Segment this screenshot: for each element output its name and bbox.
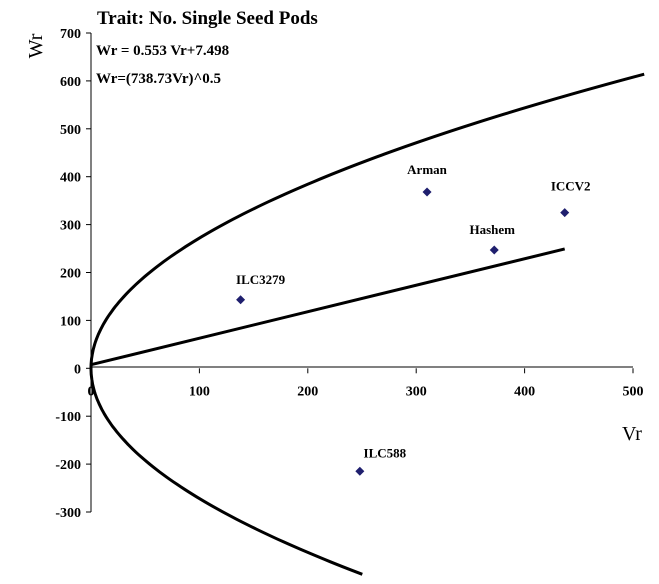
point-label: ILC588: [364, 445, 407, 460]
regression-equation: Wr = 0.553 Vr+7.498: [96, 43, 229, 59]
data-point: [236, 295, 246, 305]
parabola-equation: Wr=(738.73Vr)^0.5: [96, 71, 221, 87]
data-point: [560, 208, 570, 218]
x-tick-label: 300: [406, 384, 427, 399]
y-tick-label: 300: [60, 219, 81, 234]
point-label: ILC3279: [236, 272, 286, 287]
y-tick-label: -300: [55, 506, 81, 521]
y-tick-label: -100: [55, 410, 81, 425]
y-tick-label: -200: [55, 458, 81, 473]
regression-line: [90, 247, 566, 367]
y-ticks: 700 600 500 400 300 200 100 0 -100 -200 -300: [55, 27, 91, 521]
x-axis-label: Vr: [622, 423, 642, 445]
x-tick-label: 500: [623, 384, 644, 399]
x-tick-label: 400: [514, 384, 535, 399]
y-tick-label: 0: [74, 362, 81, 377]
x-tick-label: 100: [189, 384, 210, 399]
point-label: Hashem: [469, 222, 515, 237]
x-tick-label: 200: [297, 384, 318, 399]
data-point: [422, 187, 432, 197]
y-tick-label: 400: [60, 171, 81, 186]
y-tick-label: 100: [60, 314, 81, 329]
point-label: ICCV2: [551, 179, 591, 194]
parabola-curve: [89, 72, 645, 576]
data-points: Arman ICCV2 Hashem ILC3279 ILC588: [236, 162, 591, 476]
y-tick-label: 500: [60, 123, 81, 138]
chart-title: Trait: No. Single Seed Pods: [97, 8, 318, 29]
y-tick-label: 200: [60, 267, 81, 282]
data-point: [355, 466, 365, 476]
y-tick-label: 600: [60, 75, 81, 90]
y-tick-label: 700: [60, 27, 81, 42]
x-ticks: 0 100 200 300 400 500: [88, 368, 644, 399]
x-tick-label: 0: [88, 384, 95, 399]
point-label: Arman: [407, 162, 447, 177]
y-axis-label: Wr: [25, 33, 47, 58]
data-point: [489, 245, 499, 255]
